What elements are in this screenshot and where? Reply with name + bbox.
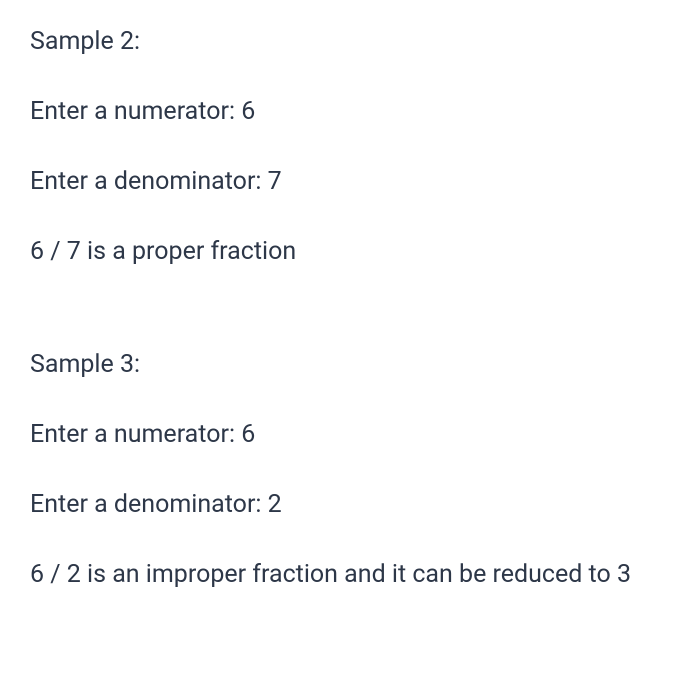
sample-2-denominator-line: Enter a denominator: 7 bbox=[30, 164, 670, 199]
sample-3-title: Sample 3: bbox=[30, 347, 670, 382]
sample-3-denominator-line: Enter a denominator: 2 bbox=[30, 487, 670, 522]
sample-2-title: Sample 2: bbox=[30, 24, 670, 59]
sample-3-result-line: 6 / 2 is an improper fraction and it can… bbox=[30, 557, 670, 592]
sample-2-result-line: 6 / 7 is a proper fraction bbox=[30, 234, 670, 269]
sample-3-numerator-line: Enter a numerator: 6 bbox=[30, 417, 670, 452]
sample-2-block: Sample 2: Enter a numerator: 6 Enter a d… bbox=[30, 24, 670, 269]
sample-2-numerator-line: Enter a numerator: 6 bbox=[30, 94, 670, 129]
sample-3-block: Sample 3: Enter a numerator: 6 Enter a d… bbox=[30, 347, 670, 592]
